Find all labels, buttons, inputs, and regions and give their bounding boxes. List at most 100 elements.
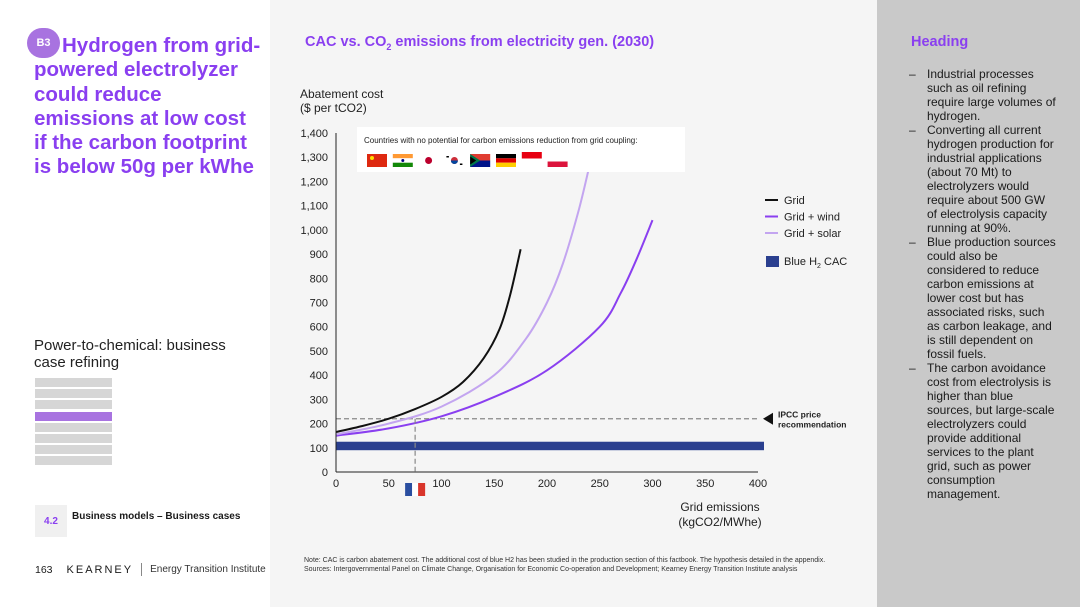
- legend: Grid Grid + wind Grid + solar Blue H2 CAC: [765, 195, 847, 270]
- france-flag-marker: [405, 418, 426, 496]
- legend-label-blue-h2: Blue H2 CAC: [784, 256, 847, 270]
- germany-red: [496, 158, 516, 163]
- korea-blue: [450, 160, 458, 164]
- flag-south-africa: [470, 154, 491, 167]
- series-line-grid-wind: [335, 219, 654, 437]
- toc-bar-6: [35, 445, 112, 455]
- y-tick-1300: 1,300: [300, 152, 328, 164]
- y-axis-label: Abatement cost: [300, 87, 384, 101]
- y-tick-600: 600: [310, 322, 328, 334]
- poland-red: [547, 161, 568, 167]
- indonesia-flag-icon: [521, 152, 542, 159]
- x-ticks: 0 50 100 150 200 250 300 350 400: [333, 478, 767, 490]
- flag-poland: [547, 156, 568, 167]
- cac-chart: Abatement cost ($ per tCO2) Grid emissio…: [300, 87, 847, 529]
- ipcc-label-2: recommendation: [778, 420, 847, 430]
- y-tick-1200: 1,200: [300, 176, 328, 188]
- footer: 163 KEARNEY Energy Transition Institute: [35, 563, 266, 576]
- bullet-3: The carbon avoidance cost from electroly…: [907, 361, 1057, 501]
- x-tick-50: 50: [383, 478, 395, 490]
- germany-flag-icon: [496, 154, 516, 159]
- y-tick-0: 0: [322, 467, 328, 479]
- sa-black: [470, 156, 477, 165]
- sa-blue: [470, 160, 491, 167]
- flag-south-korea: [444, 154, 465, 167]
- y-tick-1100: 1,100: [300, 201, 328, 213]
- ipcc-arrow-icon: [763, 412, 773, 425]
- toc-bar-5: [35, 434, 112, 443]
- institute-name: Energy Transition Institute: [150, 564, 266, 575]
- country-flags: [367, 152, 568, 167]
- y-tick-900: 900: [310, 249, 328, 261]
- india-wheel: [401, 159, 405, 162]
- blue-h2-band: [336, 441, 764, 451]
- china-flag-icon: [367, 154, 387, 167]
- series-line-grid: [335, 249, 522, 434]
- chart-title: CAC vs. CO2 emissions from electricity g…: [305, 34, 655, 52]
- slide-subtitle: Power-to-chemical: business case refinin…: [34, 337, 226, 371]
- france-flag-red: [418, 483, 426, 496]
- y-tick-700: 700: [310, 298, 328, 310]
- series-line-grid-solar: [335, 166, 591, 436]
- series-lines: [335, 166, 654, 437]
- x-axis-unit: (kgCO2/MWhe): [678, 515, 761, 529]
- toc-bar-4: [35, 422, 112, 432]
- legend-swatch-blue-h2: [766, 256, 779, 267]
- blue-h2-bar: [336, 441, 764, 451]
- y-tick-1400: 1,400: [300, 128, 328, 140]
- y-tick-400: 400: [310, 370, 328, 382]
- brand-logo: KEARNEY: [66, 563, 134, 576]
- y-ticks: 0 100 200 300 400 500 600 700 800 900 1,000 1,100 1,…: [300, 128, 328, 479]
- bullet-2: Blue production sources could also be co…: [907, 235, 1057, 361]
- y-tick-300: 300: [310, 394, 328, 406]
- korea-trigram-1: [446, 156, 449, 158]
- chart-note: Note: CAC is carbon abatement cost. The …: [304, 556, 874, 574]
- south-africa-flag-icon: [470, 154, 491, 161]
- y-tick-200: 200: [310, 419, 328, 431]
- india-green: [392, 162, 413, 167]
- sources-text: Sources: Intergovernmental Panel on Clim…: [304, 566, 798, 573]
- axes: [335, 133, 758, 473]
- flag-india: [392, 154, 413, 167]
- toc-bar-7: [35, 456, 112, 466]
- france-flag-blue: [405, 483, 413, 496]
- left-panel: B3 Hydrogen from grid-powered electrolyz…: [0, 0, 270, 607]
- x-tick-300: 300: [643, 478, 661, 490]
- x-tick-0: 0: [333, 478, 339, 490]
- toc-bar-0: [35, 378, 112, 387]
- flag-china: [367, 154, 387, 167]
- bullet-1: Converting all current hydrogen producti…: [907, 123, 1057, 235]
- y-tick-800: 800: [310, 273, 328, 285]
- toc-bar-1: [35, 389, 112, 399]
- y-tick-1000: 1,000: [300, 225, 328, 237]
- x-tick-350: 350: [696, 478, 714, 490]
- section-badge: B3: [27, 28, 60, 58]
- indonesia-white: [521, 158, 542, 165]
- germany-gold: [496, 162, 516, 167]
- y-tick-100: 100: [310, 443, 328, 455]
- legend-label-2: Grid + solar: [784, 228, 841, 240]
- section-label: Business models – Business cases: [72, 511, 241, 522]
- flags-box: Countries with no potential for carbon e…: [357, 127, 685, 172]
- x-axis-label: Grid emissions: [680, 500, 759, 514]
- x-tick-150: 150: [485, 478, 503, 490]
- section-number: 4.2: [35, 505, 67, 537]
- ipcc-label: IPCC price: [778, 410, 821, 420]
- right-heading: Heading: [911, 34, 969, 50]
- flags-note: Countries with no potential for carbon e…: [364, 136, 637, 145]
- x-tick-200: 200: [538, 478, 556, 490]
- poland-flag-icon: [547, 156, 568, 162]
- chart-panel: [270, 0, 877, 607]
- japan-disc: [425, 157, 433, 164]
- flag-germany: [496, 154, 516, 167]
- flag-japan: [418, 154, 439, 167]
- footer-divider: [141, 563, 143, 576]
- legend-label-0: Grid: [784, 195, 805, 207]
- toc-bar-2: [35, 400, 112, 410]
- x-tick-100: 100: [432, 478, 450, 490]
- france-flag-white: [412, 483, 419, 496]
- right-bullets: Industrial processes such as oil refinin…: [907, 67, 1057, 501]
- china-star: [370, 156, 374, 160]
- bullet-0: Industrial processes such as oil refinin…: [907, 67, 1057, 123]
